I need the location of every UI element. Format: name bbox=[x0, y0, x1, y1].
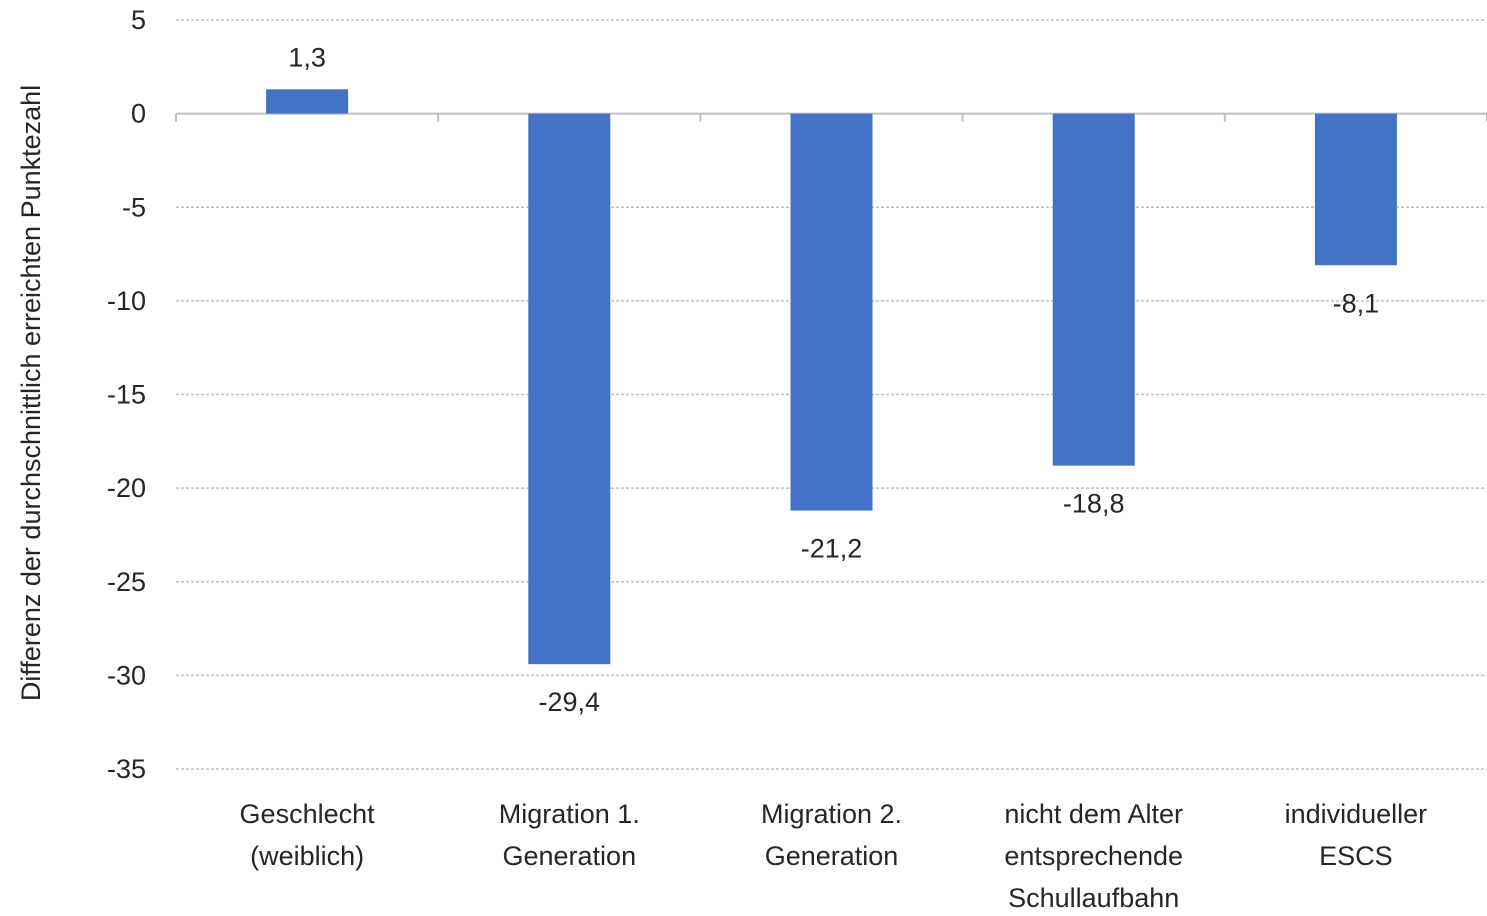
data-label: -21,2 bbox=[801, 534, 863, 564]
category-label-line: Migration 2. bbox=[761, 799, 902, 829]
y-tick-label: -30 bbox=[107, 660, 146, 690]
y-tick-label: 0 bbox=[131, 99, 146, 129]
category-label: Migration 2. Generation bbox=[761, 799, 902, 871]
category-label-line: Migration 1. bbox=[499, 799, 640, 829]
y-tick-label: -20 bbox=[107, 473, 146, 503]
y-tick-label: 5 bbox=[131, 5, 146, 35]
data-label: -8,1 bbox=[1333, 288, 1380, 318]
bar bbox=[266, 89, 349, 114]
category-label-line: individueller bbox=[1285, 799, 1428, 829]
category-label: Migration 1. Generation bbox=[499, 799, 640, 871]
category-label-line: (weiblich) bbox=[250, 841, 364, 871]
x-axis-categories: Geschlecht (weiblich) Migration 1. Generati… bbox=[240, 799, 1428, 913]
category-label-line: nicht dem Alter bbox=[1004, 799, 1183, 829]
y-axis-ticks: 5 0 -5 -10 -15 -20 -25 -30 -35 bbox=[107, 5, 146, 784]
data-labels: 1,3 -29,4 -21,2 -18,8 -8,1 bbox=[288, 42, 1379, 717]
category-label-line: Geschlecht bbox=[240, 799, 376, 829]
y-tick-label: -25 bbox=[107, 567, 146, 597]
data-label: -18,8 bbox=[1063, 489, 1125, 519]
category-label: nicht dem Alter entsprechende Schullaufbah… bbox=[1004, 799, 1183, 911]
bar bbox=[528, 113, 611, 665]
y-tick-label: -15 bbox=[107, 380, 146, 410]
category-label: Geschlecht (weiblich) bbox=[240, 799, 376, 871]
bars bbox=[266, 89, 1397, 665]
bar bbox=[790, 113, 873, 511]
bar bbox=[1314, 113, 1397, 266]
category-label-line: entsprechende bbox=[1004, 841, 1183, 871]
category-label-line: Generation bbox=[503, 841, 637, 871]
y-axis-title: Differenz der durchschnittlich erreichte… bbox=[16, 85, 46, 701]
y-tick-label: -5 bbox=[122, 192, 146, 222]
data-label: 1,3 bbox=[288, 42, 326, 72]
category-label-line: Generation bbox=[765, 841, 899, 871]
category-label: individueller ESCS bbox=[1285, 799, 1428, 871]
category-label-line: ESCS bbox=[1319, 841, 1393, 871]
data-label: -29,4 bbox=[539, 687, 601, 717]
bar bbox=[1052, 113, 1135, 466]
category-label-line: Schullaufbahn bbox=[1008, 883, 1179, 911]
y-tick-label: -10 bbox=[107, 286, 146, 316]
y-tick-label: -35 bbox=[107, 754, 146, 784]
